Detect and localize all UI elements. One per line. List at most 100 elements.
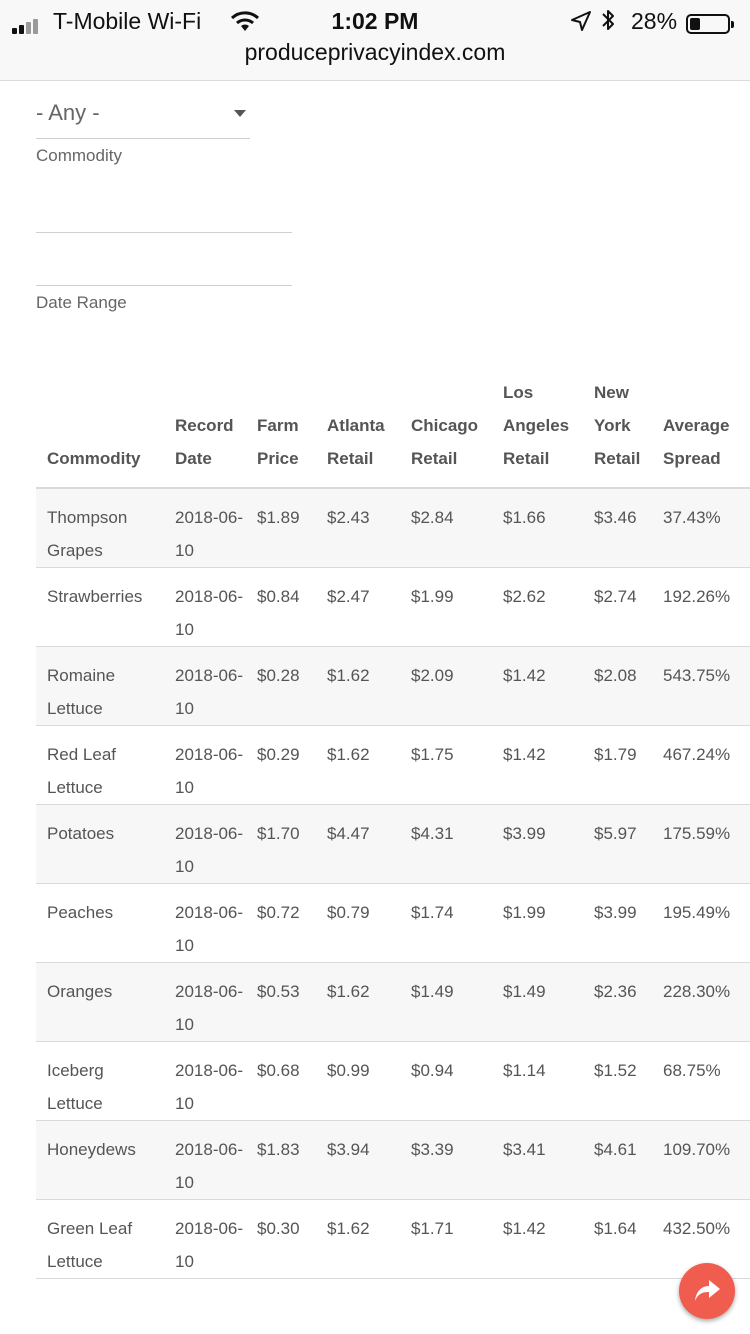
cell-farm-price: $0.30 [246,1199,316,1279]
cell-record-date: 2018-06-10 [164,488,246,568]
table-row: Thompson Grapes 2018-06-10 $1.89 $2.43 $2.84… [36,488,750,568]
cell-new-york-retail: $4.61 [583,1120,655,1200]
cell-new-york-retail: $2.74 [583,567,655,647]
cell-farm-price: $0.68 [246,1041,316,1121]
cell-chicago-retail: $1.49 [400,962,492,1042]
cell-record-date: 2018-06-10 [164,804,246,884]
cell-commodity: Thompson Grapes [36,488,164,568]
cell-atlanta-retail: $3.94 [316,1120,400,1200]
share-icon [695,1280,720,1301]
cell-los-angeles-retail: $2.62 [492,567,583,647]
cell-record-date: 2018-06-10 [164,962,246,1042]
cell-chicago-retail: $1.74 [400,883,492,963]
signal-icon [12,16,46,34]
cell-farm-price: $1.70 [246,804,316,884]
cell-farm-price: $0.72 [246,883,316,963]
header-chicago-retail[interactable]: Chicago Retail [400,376,492,489]
cell-chicago-retail: $2.09 [400,646,492,726]
header-commodity[interactable]: Commodity [36,376,164,489]
cell-farm-price: $0.53 [246,962,316,1042]
share-button[interactable] [679,1263,735,1319]
cell-record-date: 2018-06-10 [164,1120,246,1200]
cell-los-angeles-retail: $1.99 [492,883,583,963]
cell-chicago-retail: $2.84 [400,488,492,568]
cell-average-spread: 467.24% [655,725,750,805]
cell-los-angeles-retail: $1.66 [492,488,583,568]
cell-new-york-retail: $3.99 [583,883,655,963]
cell-average-spread: 543.75% [655,646,750,726]
cell-record-date: 2018-06-10 [164,725,246,805]
date-range-end-input[interactable] [36,255,292,286]
date-range-start-input[interactable] [36,202,292,233]
battery-percent: 28% [631,8,678,34]
table-header-row: Commodity Record Date Farm Price Atlanta… [36,376,750,489]
cell-average-spread: 109.70% [655,1120,750,1200]
cell-atlanta-retail: $1.62 [316,646,400,726]
cell-atlanta-retail: $0.99 [316,1041,400,1121]
cell-record-date: 2018-06-10 [164,1041,246,1121]
cell-chicago-retail: $4.31 [400,804,492,884]
cell-los-angeles-retail: $3.41 [492,1120,583,1200]
table-row: Honeydews 2018-06-10 $1.83 $3.94 $3.39 $3.41 $… [36,1120,750,1200]
table-row: Romaine Lettuce 2018-06-10 $0.28 $1.62 $2.09… [36,646,750,726]
table-row: Peaches 2018-06-10 $0.72 $0.79 $1.74 $1.99 $3.… [36,883,750,963]
cell-commodity: Iceberg Lettuce [36,1041,164,1121]
bluetooth-icon [600,8,616,38]
caret-down-icon [234,110,246,117]
cell-los-angeles-retail: $1.49 [492,962,583,1042]
commodity-label: Commodity [36,146,122,165]
cell-atlanta-retail: $4.47 [316,804,400,884]
cell-farm-price: $1.83 [246,1120,316,1200]
cell-new-york-retail: $1.64 [583,1199,655,1279]
cell-farm-price: $0.28 [246,646,316,726]
cell-average-spread: 192.26% [655,567,750,647]
cell-commodity: Peaches [36,883,164,963]
header-los-angeles-retail[interactable]: Los Angeles Retail [492,376,583,489]
table-row: Potatoes 2018-06-10 $1.70 $4.47 $4.31 $3.99 $5… [36,804,750,884]
cell-commodity: Romaine Lettuce [36,646,164,726]
carrier-name: T-Mobile Wi-Fi [53,8,202,34]
cell-commodity: Green Leaf Lettuce [36,1199,164,1279]
cell-average-spread: 195.49% [655,883,750,963]
cell-farm-price: $1.89 [246,488,316,568]
header-atlanta-retail[interactable]: Atlanta Retail [316,376,400,489]
commodity-select-value: - Any - [36,100,100,125]
header-new-york-retail[interactable]: New York Retail [583,376,655,489]
header-farm-price[interactable]: Farm Price [246,376,316,489]
cell-chicago-retail: $0.94 [400,1041,492,1121]
header-record-date[interactable]: Record Date [164,376,246,489]
cell-chicago-retail: $1.99 [400,567,492,647]
cell-average-spread: 228.30% [655,962,750,1042]
cell-los-angeles-retail: $1.42 [492,646,583,726]
cell-farm-price: $0.29 [246,725,316,805]
cell-commodity: Red Leaf Lettuce [36,725,164,805]
cell-atlanta-retail: $1.62 [316,725,400,805]
cell-new-york-retail: $2.36 [583,962,655,1042]
cell-average-spread: 175.59% [655,804,750,884]
price-table: Commodity Record Date Farm Price Atlanta… [36,376,750,1279]
cell-record-date: 2018-06-10 [164,567,246,647]
table-row: Oranges 2018-06-10 $0.53 $1.62 $1.49 $1.49 $2.… [36,962,750,1042]
commodity-select[interactable]: - Any - [36,92,250,139]
battery-icon [686,14,734,34]
table-row: Green Leaf Lettuce 2018-06-10 $0.30 $1.62 $1… [36,1199,750,1279]
cell-new-york-retail: $1.79 [583,725,655,805]
date-range-label: Date Range [36,293,127,312]
cell-los-angeles-retail: $3.99 [492,804,583,884]
cell-average-spread: 68.75% [655,1041,750,1121]
cell-commodity: Potatoes [36,804,164,884]
cell-record-date: 2018-06-10 [164,646,246,726]
cell-atlanta-retail: $2.47 [316,567,400,647]
cell-new-york-retail: $1.52 [583,1041,655,1121]
location-arrow-icon [570,10,592,37]
table-row: Iceberg Lettuce 2018-06-10 $0.68 $0.99 $0.94… [36,1041,750,1121]
cell-commodity: Strawberries [36,567,164,647]
table-row: Red Leaf Lettuce 2018-06-10 $0.29 $1.62 $1.7… [36,725,750,805]
url-bar[interactable]: produceprivacyindex.com [244,39,506,65]
cell-record-date: 2018-06-10 [164,1199,246,1279]
cell-commodity: Honeydews [36,1120,164,1200]
table-row: Strawberries 2018-06-10 $0.84 $2.47 $1.99 $2.… [36,567,750,647]
cell-atlanta-retail: $0.79 [316,883,400,963]
table-body: Thompson Grapes 2018-06-10 $1.89 $2.43 $2.84… [36,488,750,1279]
header-average-spread[interactable]: Average Spread [655,376,750,489]
